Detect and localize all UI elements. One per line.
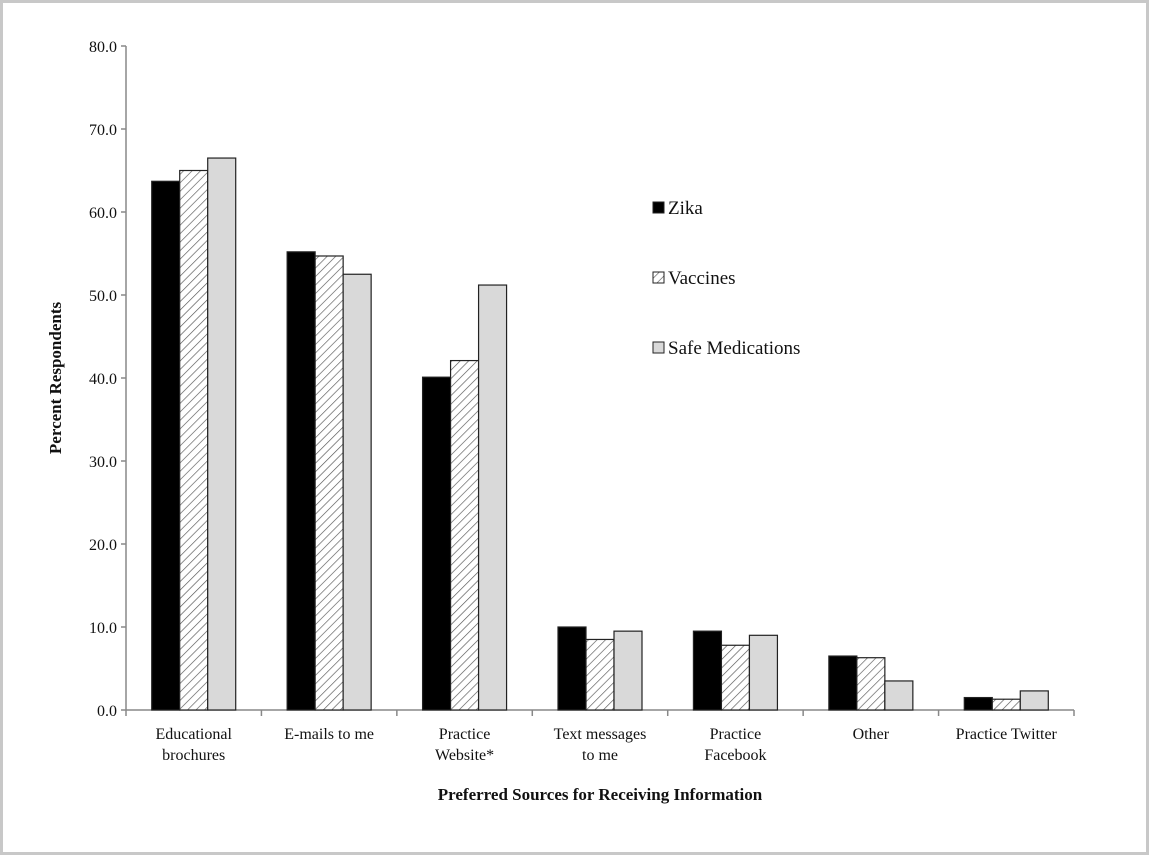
bar-zika [286,251,316,711]
x-axis-title: Preferred Sources for Receiving Informat… [438,785,763,804]
legend-swatch [652,341,665,354]
x-tick-label: Practice Twitter [956,726,1058,743]
bar-safe-medications [207,157,237,711]
x-tick-label: E-mails to me [284,726,374,743]
y-tick-label: 40.0 [89,371,117,388]
bar-safe-medications [342,273,372,711]
x-tick-label: Text messages to me [554,726,647,764]
x-tick-label: Practice Website* [435,726,494,764]
x-tick-label: Practice Facebook [704,726,766,764]
bar-safe-medications [477,284,508,711]
legend-swatch [652,271,665,284]
bar-vaccines [856,657,886,711]
legend-label: Zika [668,198,703,219]
bar-vaccines [585,638,615,711]
bar-zika [557,626,587,711]
legend: Zika Vaccines Safe Medications [652,198,800,359]
bar-zika [151,180,181,711]
x-tick-label: Other [853,726,890,743]
bar-zika [421,376,452,711]
bar-safe-medications [884,680,914,711]
x-axis: Educational brochures E-mails to me Practic… [125,709,1075,764]
y-tick-label: 60.0 [89,205,117,222]
legend-label: Vaccines [668,268,736,289]
y-axis-title: Percent Respondents [46,302,65,455]
y-tick-label: 20.0 [89,537,117,554]
y-tick-label: 50.0 [89,288,117,305]
legend-swatch [652,201,665,214]
bar-vaccines [991,698,1021,711]
y-axis: 0.0 10.0 20.0 30.0 40.0 50.0 60.0 70.0 80.0 [89,39,127,720]
y-tick-label: 0.0 [97,703,117,720]
bar-safe-medications [748,634,779,711]
bar-vaccines [179,169,209,711]
bars [151,157,1049,711]
bar-safe-medications [1019,690,1049,711]
bar-vaccines [314,255,344,711]
y-tick-label: 10.0 [89,620,117,637]
bar-zika [828,655,858,711]
bar-chart: 0.0 10.0 20.0 30.0 40.0 50.0 60.0 70.0 80.0 Educ… [46,39,1075,804]
x-tick-label: Educational brochures [156,726,233,764]
bar-zika [963,696,993,711]
y-tick-label: 70.0 [89,122,117,139]
bar-vaccines [449,359,480,711]
bar-zika [692,630,723,711]
y-tick-label: 80.0 [89,39,117,56]
bar-vaccines [720,644,751,711]
y-tick-label: 30.0 [89,454,117,471]
legend-label: Safe Medications [668,338,800,359]
bar-safe-medications [613,630,643,711]
